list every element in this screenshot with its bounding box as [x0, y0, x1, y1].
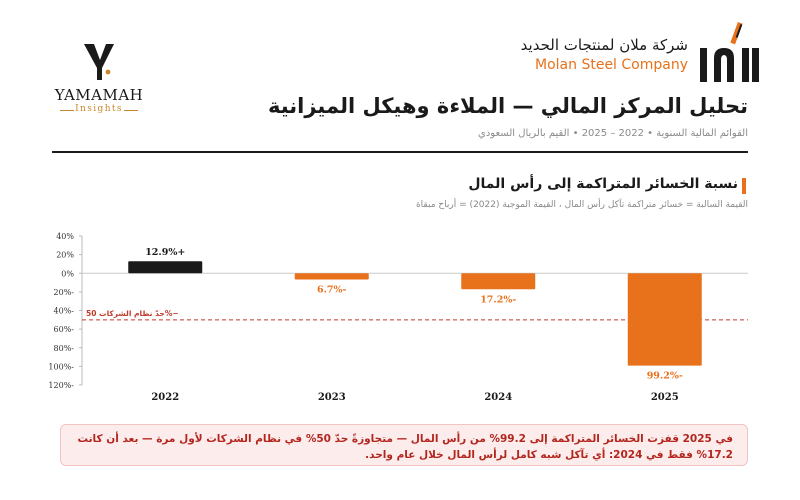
company-name-ar: شركة ملان لمنتجات الحديد	[520, 36, 688, 54]
y-tick-label: 20%-	[54, 288, 75, 297]
y-tick-label: 60%-	[54, 325, 75, 334]
data-label-2025: 99.2%-	[647, 371, 683, 382]
y-tick-label: 0%	[61, 269, 74, 278]
bar-2023	[294, 273, 369, 280]
chart-note: القيمة السالبة = خسائر متراكمة تآكل رأس …	[415, 200, 748, 210]
data-label-2022: 12.9%+	[145, 247, 185, 258]
molan-logo-icon	[700, 21, 759, 82]
x-tick-label: 2022	[151, 392, 179, 403]
y-tick-label: 100%-	[48, 362, 74, 371]
x-tick-label: 2025	[651, 392, 679, 403]
threshold-label: حدّ نظام الشركات 50%−	[86, 309, 179, 318]
yamamah-brand-name: YAMAMAH	[54, 86, 144, 104]
page-title: تحليل المركز المالي — الملاءة وهيكل المي…	[267, 94, 748, 118]
section-accent-bar	[742, 178, 746, 194]
data-label-2023: 6.7%-	[317, 284, 347, 295]
loss-ratio-chart: 40% 20% 0% 20%- 40%- 60%- 80%- 100%- 120%- حدّ نظ…	[48, 232, 748, 403]
bar-2022	[128, 261, 203, 274]
page-subtitle: القوائم المالية السنوية • 2022 – 2025 • …	[478, 128, 748, 139]
yamamah-brand-sub: Insights	[75, 104, 123, 114]
data-label-2024: 17.2%-	[480, 294, 516, 305]
x-tick-label: 2024	[484, 392, 512, 403]
yamamah-logo-icon	[84, 44, 114, 80]
y-tick-label: 20%	[56, 251, 74, 260]
header-divider	[52, 151, 748, 153]
insight-callout-text: في 2025 قفزت الخسائر المتراكمة إلى 99.2%…	[77, 433, 733, 461]
company-name-en: Molan Steel Company	[535, 57, 688, 73]
y-tick-label: 40%-	[54, 307, 75, 316]
y-tick-label: 80%-	[54, 344, 75, 353]
chart-title: نسبة الخسائر المتراكمة إلى رأس المال	[468, 176, 738, 192]
y-tick-label: 40%	[56, 232, 74, 241]
x-tick-label: 2023	[318, 392, 346, 403]
bar-2025	[627, 273, 702, 366]
bar-2024	[461, 273, 536, 290]
yamamah-sub-divider	[60, 110, 74, 111]
insight-callout: في 2025 قفزت الخسائر المتراكمة إلى 99.2%…	[60, 424, 748, 466]
yamamah-sub-divider	[124, 110, 138, 111]
y-tick-label: 120%-	[48, 381, 74, 390]
